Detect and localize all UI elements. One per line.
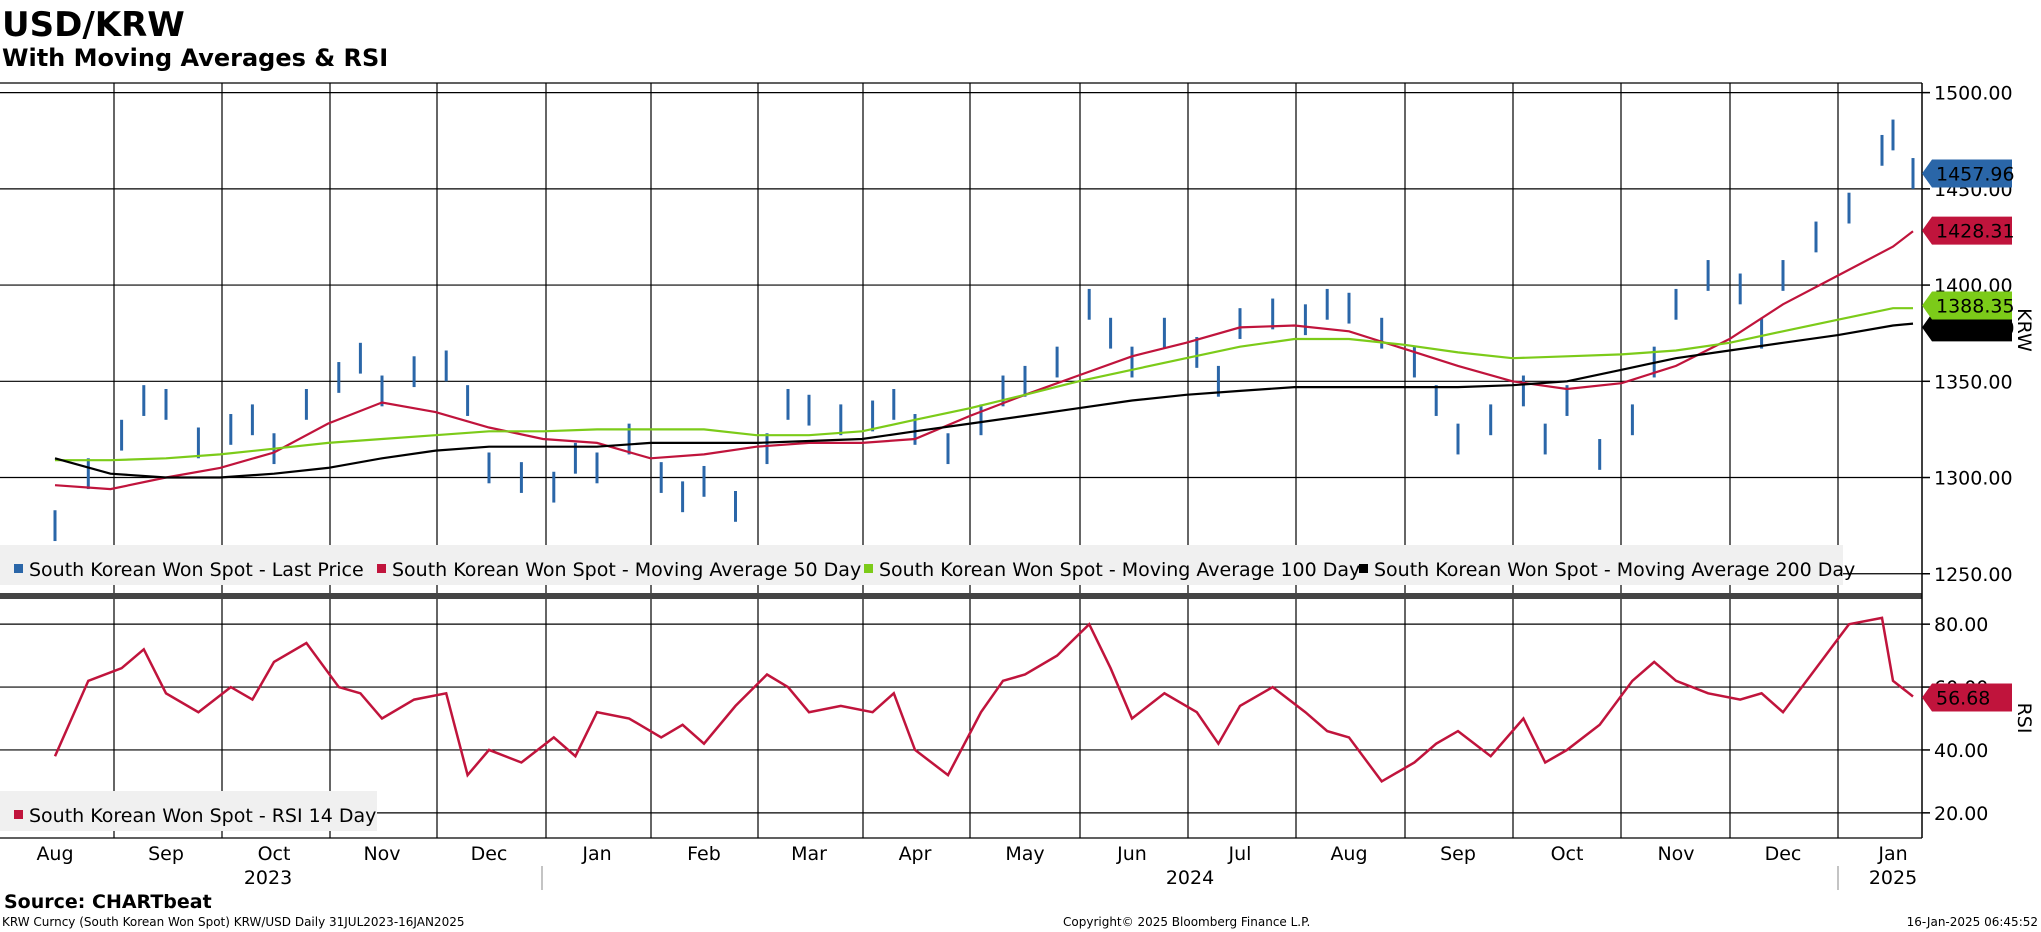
price-axis-label: KRW bbox=[2013, 308, 2035, 352]
year-label-0: 2023 bbox=[244, 867, 292, 889]
price-legend-box bbox=[0, 545, 1843, 585]
price-legend: South Korean Won Spot - Last Price South … bbox=[14, 559, 1855, 581]
ytick-label-price-5: 1500.00 bbox=[1934, 83, 2013, 105]
x-axis-labels: Aug Sep Oct Nov Dec Jan Feb Mar Apr May Jun Jul Aug S… bbox=[36, 843, 1917, 890]
legend-label-3: South Korean Won Spot - Moving Average 2… bbox=[1374, 559, 1855, 581]
month-label-4: Dec bbox=[471, 843, 508, 865]
month-label-13: Sep bbox=[1440, 843, 1476, 865]
month-label-8: Apr bbox=[899, 843, 932, 865]
month-label-15: Nov bbox=[1657, 843, 1694, 865]
timestamp: 16-Jan-2025 06:45:52 bbox=[1907, 915, 2038, 929]
tag-price-shape bbox=[1922, 159, 2012, 188]
tag-rsi-shape bbox=[1922, 683, 2012, 712]
rsi-panel-series bbox=[53, 616, 1914, 784]
tag-ma200-shape bbox=[1922, 313, 2012, 342]
tag-ma200-text: 1380.10 bbox=[1936, 317, 2015, 339]
series-line-3 bbox=[54, 322, 1914, 479]
month-label-2: Oct bbox=[258, 843, 291, 865]
month-label-6: Feb bbox=[687, 843, 721, 865]
legend-swatch-rsi bbox=[14, 810, 23, 819]
ytick-label-rsi-1: 40.00 bbox=[1934, 740, 1988, 762]
ytick-label-rsi-0: 20.00 bbox=[1934, 803, 1988, 825]
ytick-label-price-1: 1300.00 bbox=[1934, 468, 2013, 490]
tag-rsi-text: 56.68 bbox=[1936, 687, 1990, 709]
legend-label-1: South Korean Won Spot - Moving Average 5… bbox=[392, 559, 861, 581]
tag-price: 1457.96 bbox=[1922, 159, 2015, 188]
legend-label-rsi: South Korean Won Spot - RSI 14 Day bbox=[29, 805, 376, 827]
tag-ma50-text: 1428.31 bbox=[1936, 221, 2015, 243]
year-label-1: 2024 bbox=[1166, 867, 1214, 889]
tag-rsi: 56.68 bbox=[1922, 683, 2012, 712]
series-line-2 bbox=[55, 307, 1913, 462]
legend-swatch-3 bbox=[1359, 564, 1368, 573]
year-label-2: 2025 bbox=[1869, 867, 1917, 889]
legend-swatch-2 bbox=[864, 564, 873, 573]
month-label-10: Jun bbox=[1116, 843, 1147, 865]
source-label: Source: CHARTbeat bbox=[4, 891, 212, 913]
ytick-label-price-2: 1350.00 bbox=[1934, 371, 2013, 393]
month-label-12: Aug bbox=[1330, 843, 1367, 865]
month-label-3: Nov bbox=[363, 843, 400, 865]
month-label-11: Jul bbox=[1228, 843, 1252, 865]
month-label-17: Jan bbox=[1877, 843, 1907, 865]
ytick-label-rsi-3: 80.00 bbox=[1934, 614, 1988, 636]
rsi-legend-box bbox=[0, 791, 377, 831]
month-label-7: Mar bbox=[791, 843, 827, 865]
tag-price-text: 1457.96 bbox=[1936, 164, 2015, 186]
month-label-0: Aug bbox=[36, 843, 73, 865]
legend-label-2: South Korean Won Spot - Moving Average 1… bbox=[879, 559, 1360, 581]
copyright: Copyright© 2025 Bloomberg Finance L.P. bbox=[1063, 915, 1310, 929]
tag-ma100-text: 1388.35 bbox=[1936, 295, 2015, 317]
tag-ma50-shape bbox=[1922, 216, 2012, 245]
price-panel-gridlines bbox=[0, 92, 1922, 575]
month-label-14: Oct bbox=[1551, 843, 1584, 865]
month-gridlines bbox=[113, 83, 1839, 838]
chart-title: USD/KRW bbox=[2, 5, 185, 45]
tag-ma100-shape bbox=[1922, 291, 2012, 320]
month-label-1: Sep bbox=[148, 843, 184, 865]
rsi-axis-label: RSI bbox=[2013, 703, 2035, 734]
panel-divider bbox=[0, 593, 1922, 599]
legend-label-0: South Korean Won Spot - Last Price bbox=[29, 559, 364, 581]
legend-swatch-1 bbox=[377, 564, 386, 573]
series-line-1 bbox=[54, 230, 1914, 491]
rsi-line bbox=[53, 616, 1914, 784]
tag-ma200: 1380.10 bbox=[1922, 313, 2015, 342]
rsi-legend: South Korean Won Spot - RSI 14 Day bbox=[14, 805, 376, 827]
price-panel-series bbox=[53, 119, 1915, 542]
month-label-9: May bbox=[1005, 843, 1044, 865]
month-label-16: Dec bbox=[1765, 843, 1802, 865]
month-label-5: Jan bbox=[581, 843, 611, 865]
series-description: KRW Curncy (South Korean Won Spot) KRW/U… bbox=[2, 915, 464, 929]
tag-ma50: 1428.31 bbox=[1922, 216, 2015, 245]
ytick-label-price-0: 1250.00 bbox=[1934, 564, 2013, 586]
chart-subtitle: With Moving Averages & RSI bbox=[2, 44, 388, 72]
legend-swatch-0 bbox=[14, 564, 23, 573]
tag-ma100: 1388.35 bbox=[1922, 291, 2015, 320]
